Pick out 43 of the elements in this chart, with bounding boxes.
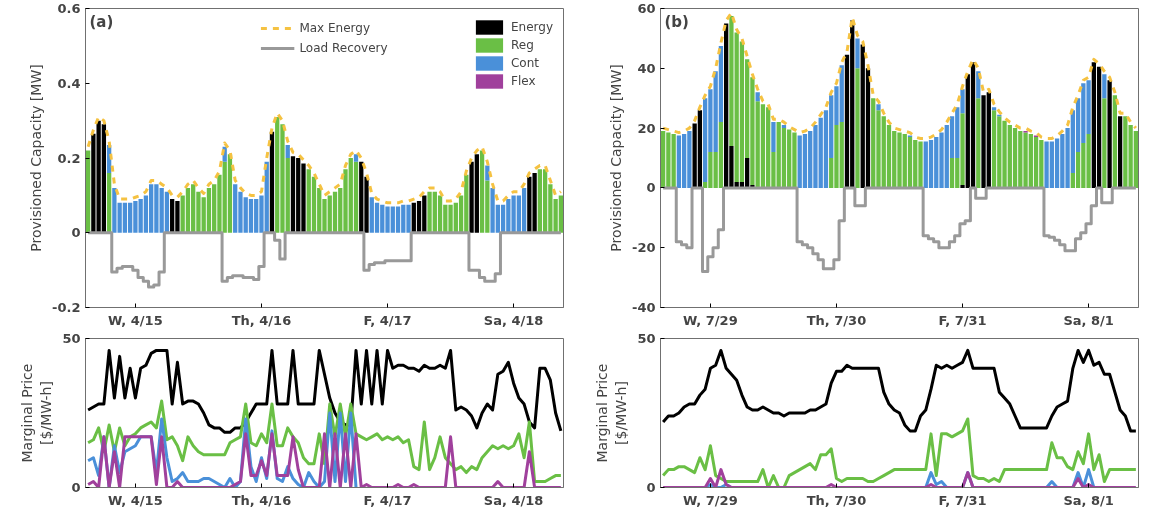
x-tick-label: F, 7/31 — [938, 492, 987, 508]
y-tick-label: 0 — [71, 225, 81, 241]
y-tick-label: 0.2 — [57, 150, 81, 166]
x-tick-label: W, 4/15 — [108, 312, 163, 328]
y-tick-label: -0.2 — [52, 300, 81, 315]
legend-label: Flex — [510, 74, 536, 88]
y-tick-label: 60 — [637, 1, 656, 16]
x-tick-label: Sa, 4/18 — [483, 312, 544, 328]
x-tick-label: Th, 7/30 — [806, 312, 867, 328]
y-tick-label: 50 — [637, 331, 656, 346]
y-tick-label: 0 — [646, 180, 656, 196]
chart-title: (b) — [664, 12, 689, 31]
legend-label: Max Energy — [299, 21, 371, 35]
legend-label: Cont — [510, 56, 540, 70]
x-tick-label: Sa, 4/18 — [483, 492, 544, 508]
y-tick-label: 0.4 — [57, 75, 81, 91]
x-tick-label: Th, 7/30 — [806, 492, 867, 508]
y-axis-title: Marginal Price [$/MW-h] — [19, 363, 55, 463]
y-tick-label: 0.6 — [57, 1, 81, 16]
y-tick-label: 0 — [646, 480, 656, 495]
x-tick-label: Th, 4/16 — [231, 312, 292, 328]
y-axis-title: Marginal Price [$/MW-h] — [594, 363, 630, 463]
y-axis-title: Provisioned Capacity [MW] — [608, 64, 625, 252]
y-tick-label: -20 — [632, 240, 656, 256]
x-tick-label: F, 4/17 — [363, 492, 412, 508]
x-tick-label: Th, 4/16 — [231, 492, 292, 508]
y-tick-label: 40 — [637, 60, 656, 76]
y-tick-label: -40 — [632, 300, 656, 315]
x-tick-label: Sa, 8/1 — [1063, 492, 1114, 508]
x-tick-label: W, 4/15 — [108, 492, 163, 508]
chart-title: (a) — [89, 12, 114, 31]
y-tick-label: 20 — [637, 120, 656, 136]
legend-label: Energy — [510, 20, 553, 34]
y-tick-label: 0 — [71, 480, 81, 495]
x-tick-label: Sa, 8/1 — [1063, 312, 1114, 328]
legend-label: Reg — [510, 38, 534, 52]
y-axis-title: Provisioned Capacity [MW] — [28, 64, 45, 252]
x-tick-label: W, 7/29 — [683, 312, 738, 328]
legend-label: Load Recovery — [299, 41, 388, 55]
x-tick-label: F, 7/31 — [938, 312, 987, 328]
x-tick-label: W, 7/29 — [683, 492, 738, 508]
x-tick-label: F, 4/17 — [363, 312, 412, 328]
y-tick-label: 50 — [62, 331, 81, 346]
